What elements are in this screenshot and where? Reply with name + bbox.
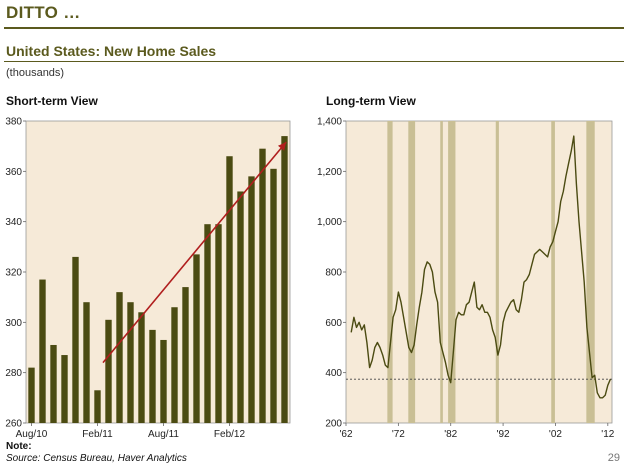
long-term-xtick-label: '02 xyxy=(549,429,562,440)
short-term-ytick-label: 300 xyxy=(5,318,22,329)
long-term-ytick-label: 200 xyxy=(325,419,342,430)
short-term-bar xyxy=(204,224,211,423)
short-term-bar xyxy=(127,302,134,423)
short-term-plot-area xyxy=(25,120,291,424)
long-term-ytick-label: 1,200 xyxy=(317,167,342,178)
short-term-bar xyxy=(215,224,222,423)
short-term-ytick-label: 260 xyxy=(5,419,22,430)
short-term-xtick-label: Feb/11 xyxy=(82,429,113,440)
units-label: (thousands) xyxy=(6,67,65,79)
note-label: Note: xyxy=(6,441,32,452)
short-term-ytick-label: 280 xyxy=(5,368,22,379)
recession-band xyxy=(551,121,555,423)
short-term-bar xyxy=(226,156,233,423)
new-home-sales-line xyxy=(350,135,612,399)
source-label: Source: Census Bureau, Haver Analytics xyxy=(6,453,187,464)
page-subtitle: United States: New Home Sales xyxy=(6,43,217,59)
trend-arrow-head xyxy=(277,142,287,151)
short-term-ytick-label: 360 xyxy=(5,167,22,178)
short-term-bar xyxy=(138,312,145,423)
long-term-title: Long-term View xyxy=(326,94,416,108)
page-number: 29 xyxy=(607,452,620,464)
recession-band xyxy=(440,121,443,423)
short-term-bar xyxy=(248,176,255,423)
short-term-bar xyxy=(116,292,123,423)
recession-band xyxy=(586,121,595,423)
short-term-xtick-label: Aug/11 xyxy=(148,429,179,440)
short-term-xtick-label: Feb/12 xyxy=(214,429,246,440)
long-term-ytick-label: 800 xyxy=(325,268,342,279)
short-term-bar xyxy=(160,339,167,423)
long-term-ytick-label: 400 xyxy=(325,368,342,379)
long-term-plot-area xyxy=(345,120,613,424)
long-term-xtick-label: '92 xyxy=(497,429,510,440)
short-term-bar xyxy=(83,302,90,423)
long-term-ytick-label: 1,400 xyxy=(317,117,342,128)
short-term-bar xyxy=(50,344,57,423)
short-term-bar xyxy=(171,307,178,423)
short-term-title: Short-term View xyxy=(6,94,98,108)
long-term-ytick-label: 1,000 xyxy=(317,217,342,228)
short-term-bar xyxy=(28,367,35,423)
trend-arrow-line xyxy=(102,141,287,364)
short-term-xtick-label: Aug/10 xyxy=(16,429,48,440)
short-term-bar xyxy=(149,329,156,423)
recession-band xyxy=(387,121,393,423)
short-term-bar xyxy=(270,168,277,423)
short-term-bar xyxy=(182,287,189,423)
short-term-bar xyxy=(281,136,288,423)
short-term-bar xyxy=(72,256,79,423)
recession-band xyxy=(495,121,499,423)
long-term-xtick-label: '82 xyxy=(444,429,457,440)
subtitle-rule xyxy=(4,61,624,62)
recession-band xyxy=(448,121,456,423)
short-term-ytick-label: 380 xyxy=(5,117,22,128)
short-term-bar xyxy=(259,148,266,423)
title-rule xyxy=(4,27,624,29)
long-term-xtick-label: '72 xyxy=(392,429,405,440)
long-term-xtick-label: '12 xyxy=(601,429,614,440)
page-title: DITTO … xyxy=(6,3,81,22)
short-term-bar xyxy=(61,355,68,423)
short-term-ytick-label: 340 xyxy=(5,217,22,228)
long-term-ytick-label: 600 xyxy=(325,318,342,329)
short-term-bar xyxy=(39,279,46,423)
short-term-bar xyxy=(105,319,112,423)
long-term-xtick-label: '62 xyxy=(339,429,352,440)
short-term-ytick-label: 320 xyxy=(5,268,22,279)
recession-band xyxy=(408,121,416,423)
short-term-bar xyxy=(237,191,244,423)
short-term-bar xyxy=(94,390,101,423)
short-term-bar xyxy=(193,254,200,423)
